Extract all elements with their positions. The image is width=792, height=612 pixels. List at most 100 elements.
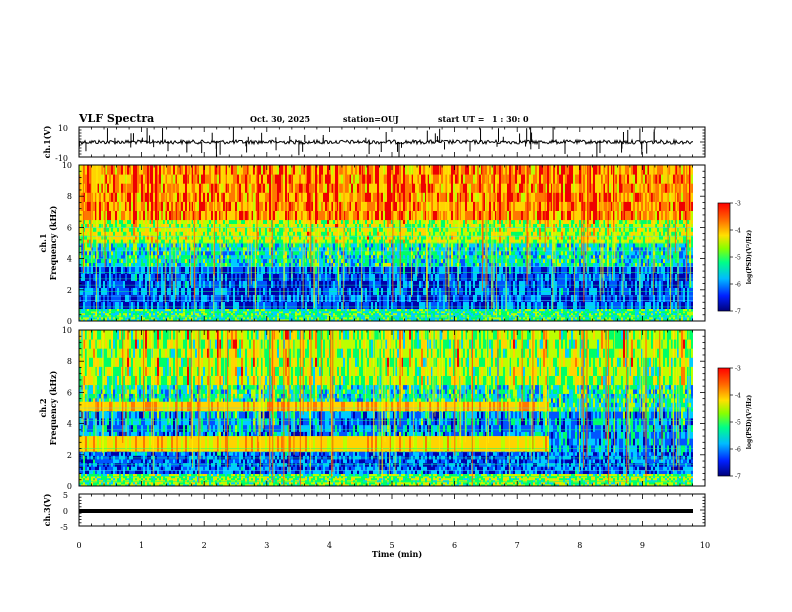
spectrogram-cell [245,219,248,224]
spectrogram-cell [337,266,340,274]
spectrogram-cell [305,273,308,281]
spectrogram-cell [125,318,128,321]
spectrogram-cell [295,308,298,312]
spectrogram-cell [223,165,226,175]
spectrogram-cell [321,301,324,310]
spectrogram-cell [207,262,210,267]
spectrogram-cell [231,239,234,244]
spectrogram-cell [367,219,370,224]
spectrogram-cell [389,183,392,193]
spectrogram-cell [269,201,272,211]
spectrogram-cell [227,254,230,260]
spectrogram-cell [235,301,238,310]
spectrogram-cell [297,243,300,248]
spectrogram-cell [361,250,364,256]
spectrogram-cell [335,246,338,252]
spectrogram-cell [395,223,398,228]
spectrogram-cell [137,262,140,267]
spectrogram-cell [369,231,372,236]
spectrogram-cell [109,280,112,288]
spectrogram-cell [99,301,102,310]
spectrogram-cell [351,312,354,316]
spectrogram-cell [165,223,168,228]
spectrogram-cell [167,231,170,236]
spectrogram-cell [253,219,256,224]
spectrogram-cell [111,183,114,193]
spectrogram-cell [125,301,128,310]
spectrogram-cell [389,223,392,228]
spectrogram-cell [261,246,264,252]
spectrogram-cell [309,246,312,252]
spectrogram-cell [275,250,278,256]
spectrogram-cell [113,262,116,267]
spectrogram-cell [159,316,162,320]
spectrogram-cell [381,192,384,202]
spectrogram-cell [315,174,318,184]
spectrogram-cell [249,231,252,236]
spectrogram-cell [81,280,84,288]
spectrogram-cell [299,192,302,202]
spectrogram-cell [121,301,124,310]
spectrogram-cell [323,165,326,175]
spectrogram-cell [97,223,100,228]
spectrogram-cell [213,318,216,321]
spectrogram-cell [111,254,114,260]
spectrogram-cell [367,254,370,260]
spectrogram-cell [355,266,358,274]
spectrogram-cell [395,243,398,248]
spectrogram-cell [381,258,384,263]
spectrogram-cell [285,273,288,281]
spectrogram-cell [179,312,182,316]
spectrogram-cell [337,243,340,248]
spectrogram-cell [141,227,144,232]
spectrogram-cell [295,254,298,260]
spectrogram-cell [169,210,172,221]
spectrogram-cell [397,312,400,316]
spectrogram-cell [247,318,250,321]
spectrogram-cell [283,312,286,316]
spectrogram-cell [257,231,260,236]
spectrogram-cell [393,219,396,224]
spectrogram-cell [383,239,386,244]
spectrogram-cell [343,312,346,316]
spectrogram-cell [315,223,318,228]
spectrogram-cell [341,231,344,236]
spectrogram-cell [185,165,188,175]
spectrogram-cell [165,183,168,193]
spectrogram-cell [79,294,82,302]
spectrogram-cell [149,183,152,193]
spectrogram-cell [209,227,212,232]
spectrogram-cell [85,223,88,228]
spectrogram-cell [119,308,122,312]
spectrogram-cell [135,318,138,321]
spectrogram-cell [363,273,366,281]
spectrogram-cell [293,227,296,232]
spectrogram-cell [101,308,104,312]
spectrogram-cell [93,201,96,211]
spectrogram-cell [217,192,220,202]
spectrogram-cell [195,235,198,240]
spectrogram-cell [301,239,304,244]
spectrogram-cell [81,266,84,274]
spectrogram-cell [287,250,290,256]
spectrogram-cell [215,231,218,236]
spectrogram-cell [321,318,324,321]
spectrogram-cell [139,210,142,221]
spectrogram-cell [109,316,112,320]
spectrogram-cell [275,254,278,260]
spectrogram-cell [259,235,262,240]
spectrogram-cell [359,219,362,224]
spectrogram-cell [295,280,298,288]
spectrogram-cell [359,250,362,256]
spectrogram-cell [199,210,202,221]
spectrogram-cell [303,266,306,274]
spectrogram-cell [337,312,340,316]
spectrogram-cell [297,231,300,236]
spectrogram-cell [367,231,370,236]
spectrogram-cell [149,201,152,211]
spectrogram-cell [241,250,244,256]
spectrogram-cell [155,174,158,184]
spectrogram-cell [287,316,290,320]
spectrogram-cell [259,219,262,224]
spectrogram-cell [387,223,390,228]
